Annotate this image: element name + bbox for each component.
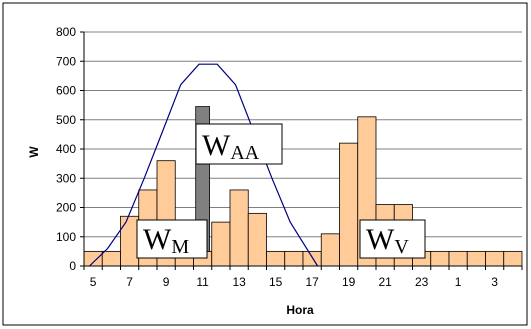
annotation-box: WV (359, 219, 426, 259)
annotation-frame (136, 219, 208, 259)
x-tick-label: 9 (163, 275, 170, 289)
annotation-label: WAA (202, 129, 260, 164)
x-tick-label: 21 (378, 275, 392, 289)
y-tick-label: 300 (56, 171, 76, 185)
annotation-base: W (366, 223, 395, 256)
x-tick-label: 5 (90, 275, 97, 289)
bar (320, 233, 340, 267)
x-tick-label: 11 (196, 275, 209, 289)
bar (485, 250, 505, 267)
y-tick-label: 600 (56, 84, 76, 98)
bar (229, 189, 249, 267)
x-tick-labels: 5 7 9 11 13 15 17 19 21 23 1 3 (90, 275, 499, 289)
x-tick-label: 17 (305, 275, 319, 289)
bar (247, 212, 267, 267)
annotation-label: WV (366, 223, 409, 258)
y-tick-label: 700 (56, 54, 76, 68)
x-tick-label: 13 (232, 275, 246, 289)
annotation-box: WAA (195, 123, 283, 165)
x-tick-label: 3 (491, 275, 498, 289)
curve-layer (89, 63, 319, 267)
bar (466, 250, 486, 267)
y-tick-labels: 0 100 200 300 400 500 600 700 800 (56, 25, 76, 273)
annotation-frame (359, 219, 426, 259)
y-tick-label: 100 (56, 230, 76, 244)
y-tick-label: 200 (56, 201, 76, 215)
annotation-frame (195, 123, 283, 165)
x-tick-label: 15 (269, 275, 283, 289)
y-tick-label: 0 (69, 259, 76, 273)
series-line (89, 63, 319, 267)
x-tick-label: 1 (455, 275, 462, 289)
y-axis-title: W (27, 146, 41, 158)
annotation-subscript: AA (230, 142, 259, 164)
x-tick-label: 7 (126, 275, 133, 289)
y-tick-label: 400 (56, 142, 76, 156)
bar (266, 250, 286, 267)
bar (211, 221, 231, 267)
x-tick-label: 19 (342, 275, 356, 289)
annotation-label: WM (143, 223, 189, 258)
bar (120, 215, 140, 267)
axes (80, 31, 523, 270)
bar (83, 250, 103, 267)
bar (448, 250, 468, 267)
annotation-subscript: V (394, 236, 409, 258)
bar (339, 142, 359, 267)
annotation-subscript: M (171, 236, 189, 258)
annotation-base: W (202, 129, 231, 162)
bar (302, 250, 322, 267)
x-axis-title: Hora (286, 303, 314, 317)
annotation-box: WM (136, 219, 208, 259)
bar (503, 250, 523, 267)
y-tick-label: 500 (56, 113, 76, 127)
x-tick-label: 23 (415, 275, 429, 289)
y-tick-label: 800 (56, 25, 76, 39)
bar (101, 250, 121, 267)
bar (284, 250, 304, 267)
annotation-base: W (143, 223, 172, 256)
bar (430, 250, 450, 267)
